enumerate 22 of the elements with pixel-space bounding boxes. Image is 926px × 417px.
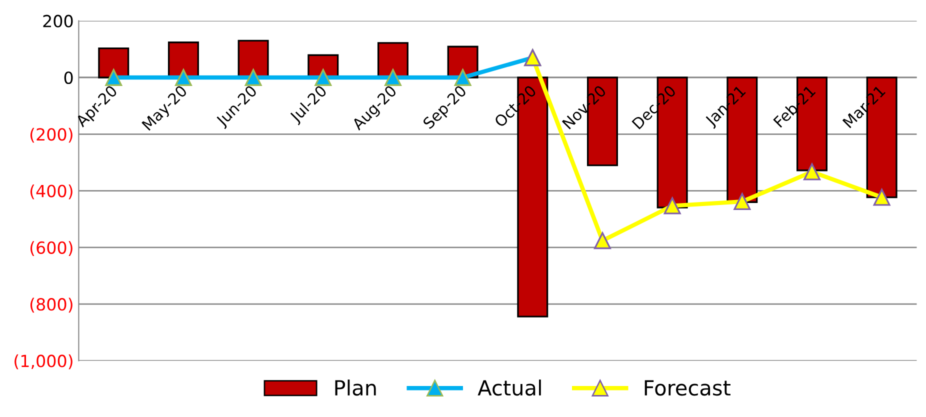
legend-label: Forecast — [644, 380, 730, 396]
point — [804, 163, 820, 180]
y-tick-label: (200) — [30, 128, 72, 143]
y-tick-label: (800) — [30, 298, 72, 313]
point — [244, 69, 262, 86]
point — [873, 188, 890, 206]
y-tick-label: (600) — [30, 241, 72, 256]
bar — [98, 47, 130, 78]
point — [664, 197, 681, 214]
y-tick-label: (1,000) — [14, 354, 72, 370]
point — [105, 69, 122, 86]
point — [454, 69, 472, 86]
y-tick-label: 0 — [64, 71, 73, 84]
legend-label: Plan — [335, 380, 376, 396]
point — [734, 193, 751, 210]
legend-label: Actual — [478, 380, 541, 396]
point — [314, 69, 332, 86]
point — [174, 69, 192, 86]
y-tick-label: (400) — [30, 184, 72, 200]
point — [594, 232, 611, 250]
y-tick-label: 200 — [43, 14, 73, 28]
point — [384, 69, 402, 86]
